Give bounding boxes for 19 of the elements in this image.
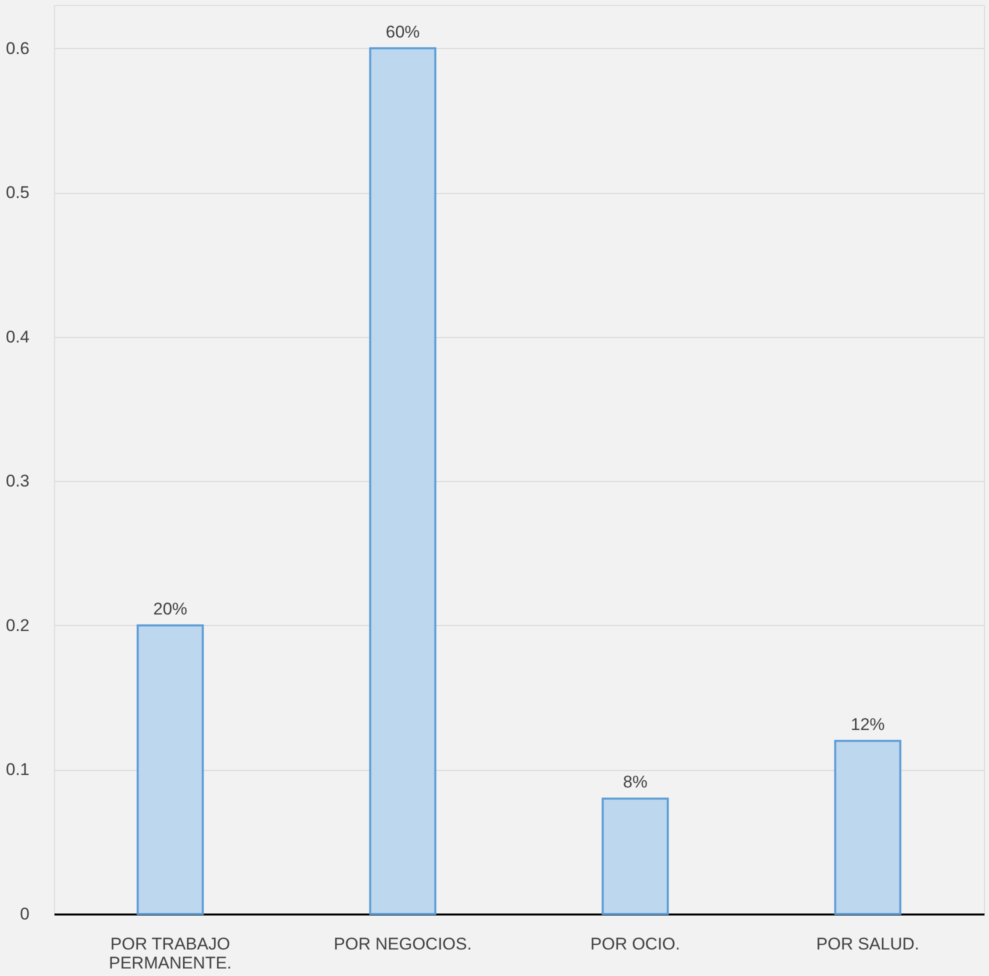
y-tick-label: 0.2 (6, 616, 30, 635)
y-tick-label: 0.5 (6, 183, 30, 202)
x-tick-label: POR SALUD. (816, 934, 920, 954)
y-tick-label: 0.3 (6, 472, 30, 491)
data-label: 60% (386, 22, 420, 42)
bar (834, 740, 902, 915)
bar (602, 798, 669, 915)
data-label: 8% (622, 772, 648, 792)
y-tick-label: 0.6 (6, 38, 30, 58)
y-tick-label: 0.1 (6, 760, 30, 780)
bar (136, 624, 204, 915)
y-tick-label: 0.4 (6, 327, 30, 346)
x-tick-label: POR TRABAJO PERMANENTE. (108, 934, 232, 972)
x-tick-label: POR OCIO. (590, 934, 680, 954)
data-label: 12% (850, 714, 885, 734)
bar (369, 47, 436, 915)
data-label: 20% (153, 599, 188, 618)
y-tick-label: 0 (20, 904, 30, 924)
x-tick-label: POR NEGOCIOS. (334, 934, 472, 954)
